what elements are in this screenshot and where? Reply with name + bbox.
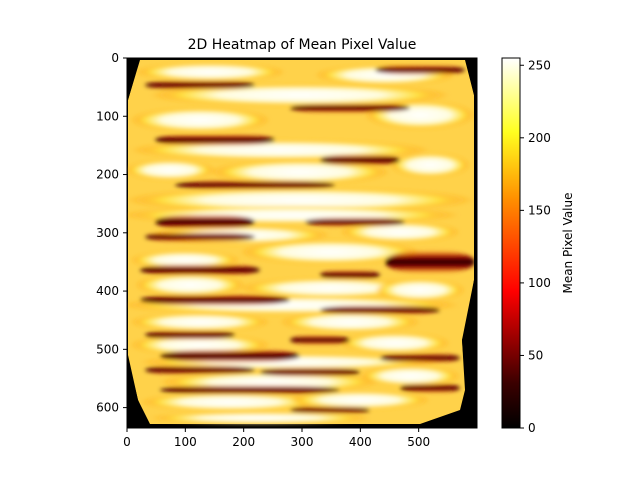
colorbar-tick-label: 50 bbox=[528, 348, 543, 362]
colorbar-label: Mean Pixel Value bbox=[561, 192, 575, 293]
x-tick-label: 100 bbox=[174, 435, 197, 449]
colorbar-axis: 0 50 100 150 200 250 bbox=[520, 58, 551, 435]
heatmap-image bbox=[127, 58, 477, 428]
heatmap-texture bbox=[127, 63, 475, 424]
x-tick-label: 300 bbox=[291, 435, 314, 449]
heatmap-right-edge bbox=[460, 58, 477, 428]
x-tick-label: 500 bbox=[407, 435, 430, 449]
y-tick-label: 500 bbox=[96, 342, 119, 356]
y-tick-label: 200 bbox=[96, 168, 119, 182]
y-tick-label: 100 bbox=[96, 109, 119, 123]
x-tick-label: 400 bbox=[349, 435, 372, 449]
y-tick-label: 600 bbox=[96, 401, 119, 415]
colorbar-tick-label: 150 bbox=[528, 203, 551, 217]
x-tick-label: 200 bbox=[232, 435, 255, 449]
colorbar-tick-label: 0 bbox=[528, 421, 536, 435]
heatmap-bottom-left-edge bbox=[127, 355, 150, 428]
x-axis: 0 100 200 300 400 500 bbox=[123, 428, 430, 449]
x-tick-label: 0 bbox=[123, 435, 131, 449]
colorbar-tick-label: 100 bbox=[528, 276, 551, 290]
y-axis: 0 100 200 300 400 500 600 bbox=[96, 51, 127, 415]
heatmap-left-edge bbox=[127, 58, 140, 100]
y-tick-label: 300 bbox=[96, 226, 119, 240]
chart-title: 2D Heatmap of Mean Pixel Value bbox=[188, 37, 417, 53]
y-tick-label: 0 bbox=[111, 51, 119, 65]
colorbar-tick-label: 200 bbox=[528, 131, 551, 145]
colorbar bbox=[501, 57, 521, 429]
colorbar-tick-label: 250 bbox=[528, 58, 551, 72]
y-tick-label: 400 bbox=[96, 284, 119, 298]
